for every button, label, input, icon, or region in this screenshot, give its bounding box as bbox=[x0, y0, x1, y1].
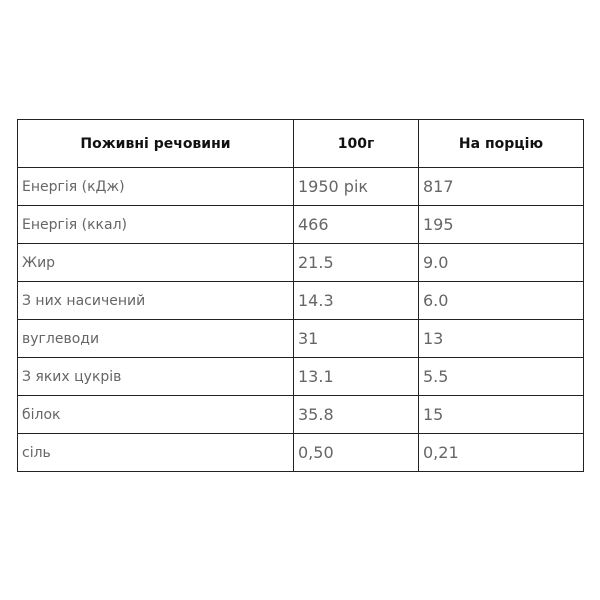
nutrient-cell: Енергія (кДж) bbox=[17, 167, 294, 206]
table-row: З яких цукрів 13.1 5.5 bbox=[17, 357, 584, 396]
table-row: Жир 21.5 9.0 bbox=[17, 243, 584, 282]
per-serving-cell: 0,21 bbox=[418, 433, 584, 472]
table-row: вуглеводи 31 13 bbox=[17, 319, 584, 358]
nutrient-cell: З них насичений bbox=[17, 281, 294, 320]
header-per-serving: На порцію bbox=[418, 119, 584, 168]
per-serving-cell: 13 bbox=[418, 319, 584, 358]
per-serving-cell: 817 bbox=[418, 167, 584, 206]
per-serving-cell: 6.0 bbox=[418, 281, 584, 320]
nutrition-table: Поживні речовини 100г На порцію Енергія … bbox=[17, 119, 584, 472]
per-100g-cell: 1950 рік bbox=[293, 167, 419, 206]
nutrient-cell: білок bbox=[17, 395, 294, 434]
per-serving-cell: 15 bbox=[418, 395, 584, 434]
nutrient-cell: Енергія (ккал) bbox=[17, 205, 294, 244]
per-100g-cell: 0,50 bbox=[293, 433, 419, 472]
table-row: сіль 0,50 0,21 bbox=[17, 433, 584, 472]
per-100g-cell: 14.3 bbox=[293, 281, 419, 320]
nutrient-cell: вуглеводи bbox=[17, 319, 294, 358]
header-per-100g: 100г bbox=[293, 119, 419, 168]
nutrient-cell: сіль bbox=[17, 433, 294, 472]
per-100g-cell: 21.5 bbox=[293, 243, 419, 282]
table-header-row: Поживні речовини 100г На порцію bbox=[17, 119, 584, 168]
nutrient-cell: З яких цукрів bbox=[17, 357, 294, 396]
per-serving-cell: 5.5 bbox=[418, 357, 584, 396]
per-serving-cell: 195 bbox=[418, 205, 584, 244]
table-row: З них насичений 14.3 6.0 bbox=[17, 281, 584, 320]
table-row: Енергія (кДж) 1950 рік 817 bbox=[17, 167, 584, 206]
per-serving-cell: 9.0 bbox=[418, 243, 584, 282]
table-row: білок 35.8 15 bbox=[17, 395, 584, 434]
nutrient-cell: Жир bbox=[17, 243, 294, 282]
table-row: Енергія (ккал) 466 195 bbox=[17, 205, 584, 244]
per-100g-cell: 35.8 bbox=[293, 395, 419, 434]
per-100g-cell: 31 bbox=[293, 319, 419, 358]
per-100g-cell: 13.1 bbox=[293, 357, 419, 396]
header-nutrients: Поживні речовини bbox=[17, 119, 294, 168]
per-100g-cell: 466 bbox=[293, 205, 419, 244]
